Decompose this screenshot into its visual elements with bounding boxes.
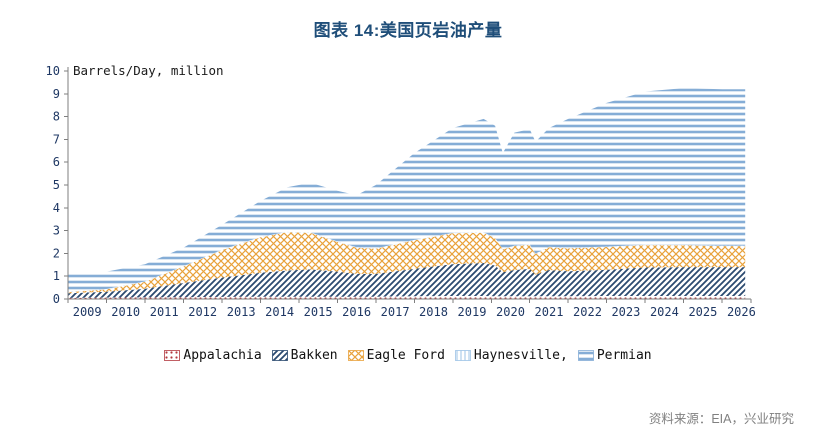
y-axis-label: Barrels/Day, million [73, 63, 224, 78]
source-note: 资料来源：EIA，兴业研究 [648, 412, 794, 426]
legend-item-eagle-ford: Eagle Ford [347, 348, 445, 363]
svg-text:2017: 2017 [381, 305, 410, 319]
area-series-permian [68, 88, 746, 292]
svg-text:2011: 2011 [150, 305, 179, 319]
svg-text:5: 5 [53, 178, 60, 192]
chart-title: 图表 14:美国页岩油产量 [313, 21, 503, 40]
svg-text:2018: 2018 [419, 305, 448, 319]
svg-text:2009: 2009 [73, 305, 102, 319]
svg-text:8: 8 [53, 110, 60, 124]
svg-text:2013: 2013 [227, 305, 256, 319]
svg-text:9: 9 [53, 87, 60, 101]
area-series-eagle-ford [68, 232, 746, 294]
legend-item-appalachia: Appalachia [164, 348, 262, 363]
legend-label: Bakken [290, 348, 338, 363]
chart-area: 0 1 2 3 4 5 6 7 8 9 10 2009 2010 2011 2012 2013 2014 2015… [18, 51, 816, 348]
svg-text:4: 4 [53, 201, 60, 215]
svg-text:2025: 2025 [688, 305, 717, 319]
svg-text:2026: 2026 [727, 305, 756, 319]
svg-text:0: 0 [53, 292, 60, 306]
legend-label: Eagle Ford [366, 348, 445, 363]
legend-item-haynesville: Haynesville, [455, 348, 568, 363]
svg-text:7: 7 [53, 132, 60, 146]
svg-text:2015: 2015 [304, 305, 333, 319]
area-series-appalachia [68, 296, 746, 299]
svg-text:1: 1 [53, 269, 60, 283]
shale-production-chart-svg: 0 1 2 3 4 5 6 7 8 9 10 2009 2010 2011 2012 2013 2014 2015… [46, 63, 756, 319]
legend-swatch-icon [347, 350, 364, 361]
legend-label: Appalachia [183, 348, 262, 363]
svg-text:2021: 2021 [535, 305, 564, 319]
legend-item-permian: Permian [577, 348, 652, 363]
legend-label: Permian [596, 348, 652, 363]
area-series-bakken [68, 263, 746, 298]
svg-text:2: 2 [53, 246, 60, 260]
svg-text:2024: 2024 [650, 305, 679, 319]
legend-swatch-icon [455, 350, 471, 361]
svg-text:2014: 2014 [265, 305, 294, 319]
svg-text:2022: 2022 [573, 305, 602, 319]
svg-text:2016: 2016 [342, 305, 371, 319]
svg-text:2020: 2020 [496, 305, 525, 319]
svg-text:2019: 2019 [458, 305, 487, 319]
legend-swatch-icon [271, 350, 288, 361]
legend-swatch-icon [577, 350, 594, 361]
chart-legend: Appalachia Bakken Eagle Ford Haynesville, Pe… [0, 348, 816, 363]
legend-item-bakken: Bakken [271, 348, 338, 363]
svg-text:10: 10 [46, 64, 60, 78]
svg-text:6: 6 [53, 155, 60, 169]
svg-text:3: 3 [53, 224, 60, 238]
svg-text:2010: 2010 [111, 305, 140, 319]
svg-text:2023: 2023 [611, 305, 640, 319]
legend-label: Haynesville, [473, 348, 568, 363]
svg-text:2012: 2012 [188, 305, 217, 319]
legend-swatch-icon [164, 350, 181, 361]
